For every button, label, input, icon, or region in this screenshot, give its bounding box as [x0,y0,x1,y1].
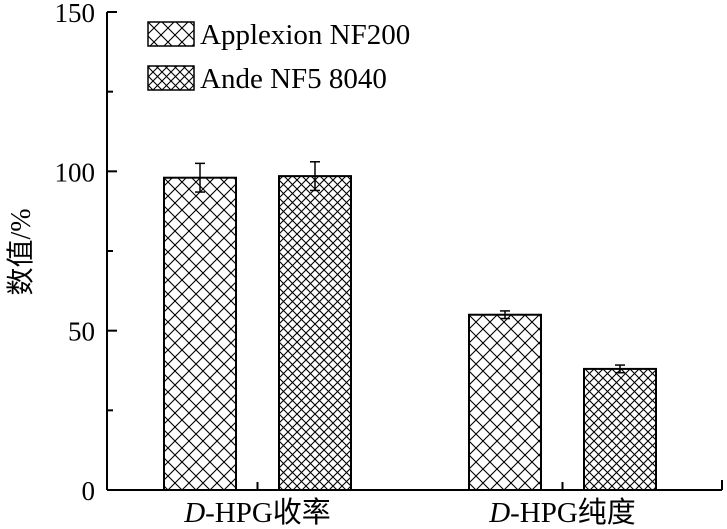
y-axis-label: 数值/% [5,208,37,295]
legend-swatch [147,21,195,47]
legend-swatch [147,65,195,91]
bar [278,175,352,491]
bar [468,313,542,491]
y-tick-label: 0 [82,476,96,506]
legend-label: Applexion NF200 [200,19,410,51]
error-bar [195,162,205,193]
legend: Applexion NF200 Ande NF5 8040 [147,19,410,95]
error-bar [500,310,510,320]
bars [163,161,657,492]
y-tick-label: 50 [68,317,95,347]
x-tick-label: D-HPG收率 [183,496,331,529]
error-bar [615,364,625,374]
bar [583,367,657,492]
x-tick-label: D-HPG纯度 [488,496,636,529]
legend-label: Ande NF5 8040 [200,63,387,95]
axes: 0 50 100 150 D-HPG收率 D-HPG纯度 [55,0,723,529]
error-bar [310,161,320,192]
bar [163,176,237,491]
y-tick-label: 150 [55,0,96,28]
y-tick-label: 100 [55,157,96,187]
